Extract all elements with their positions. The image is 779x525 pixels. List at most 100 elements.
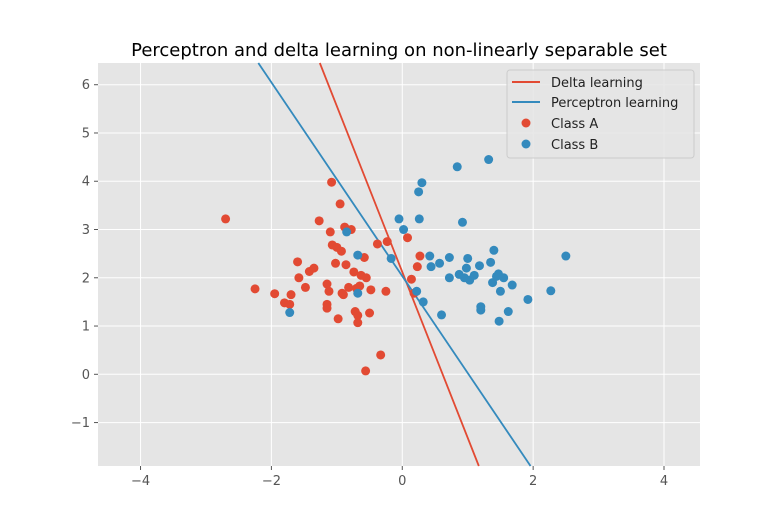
class-b-point bbox=[494, 316, 504, 326]
class-a-point bbox=[406, 274, 416, 284]
class-a-point bbox=[353, 310, 363, 320]
y-tick-label: −1 bbox=[71, 416, 90, 431]
class-b-point bbox=[461, 263, 471, 273]
class-b-point bbox=[425, 251, 435, 261]
legend-marker-class-b bbox=[521, 139, 531, 149]
class-a-point bbox=[285, 299, 295, 309]
chart-title: Perceptron and delta learning on non-lin… bbox=[131, 40, 667, 61]
class-a-point bbox=[361, 366, 371, 376]
class-a-point bbox=[365, 308, 375, 318]
x-tick-label: 0 bbox=[398, 474, 406, 489]
class-b-point bbox=[452, 162, 462, 172]
legend-label-class-a: Class A bbox=[551, 117, 598, 132]
class-b-point bbox=[437, 310, 447, 320]
class-a-point bbox=[355, 281, 365, 291]
class-b-point bbox=[285, 308, 295, 318]
class-b-point bbox=[523, 294, 533, 304]
legend-marker-class-a bbox=[521, 118, 531, 128]
class-b-point bbox=[342, 227, 352, 237]
class-a-point bbox=[336, 246, 346, 256]
y-tick-label: 3 bbox=[82, 223, 90, 238]
legend-label-delta: Delta learning bbox=[551, 76, 643, 91]
class-a-point bbox=[270, 289, 280, 299]
class-a-point bbox=[338, 290, 348, 300]
class-b-point bbox=[414, 187, 424, 197]
grid-lines bbox=[98, 63, 700, 466]
class-b-point bbox=[503, 307, 513, 317]
y-tick-label: 1 bbox=[82, 320, 90, 335]
class-b-point bbox=[399, 225, 409, 235]
class-b-point bbox=[353, 250, 363, 260]
class-b-point bbox=[561, 251, 571, 261]
y-tick-label: 5 bbox=[82, 126, 90, 141]
legend: Delta learning Perceptron learning Class… bbox=[506, 69, 695, 159]
y-tick-label: 4 bbox=[82, 175, 90, 190]
class-a-point bbox=[344, 282, 354, 292]
class-a-point bbox=[381, 286, 391, 296]
legend-label-perceptron: Perceptron learning bbox=[551, 96, 678, 111]
class-a-point bbox=[322, 303, 332, 313]
class-a-point bbox=[221, 214, 231, 224]
class-a-point bbox=[415, 251, 425, 261]
class-a-point bbox=[335, 199, 345, 209]
class-a-point bbox=[341, 260, 351, 270]
class-b-point bbox=[499, 273, 509, 283]
class-b-point bbox=[412, 286, 422, 296]
perceptron-learning-line bbox=[257, 62, 532, 467]
x-axis-ticks: −4 −2 0 2 4 bbox=[131, 466, 668, 489]
class-a-point bbox=[353, 318, 363, 328]
class-b-point bbox=[426, 262, 436, 272]
class-b-point bbox=[484, 155, 494, 165]
class-a-point bbox=[300, 282, 310, 292]
class-a-point bbox=[309, 263, 319, 273]
class-a-point bbox=[361, 273, 371, 283]
class-a-point bbox=[293, 257, 303, 267]
class-b-point bbox=[486, 257, 496, 267]
class-b-point bbox=[386, 253, 396, 263]
y-tick-label: 6 bbox=[82, 78, 90, 93]
class-b-point bbox=[507, 280, 517, 290]
class-b-point bbox=[418, 297, 428, 307]
x-tick-label: 2 bbox=[529, 474, 537, 489]
class-b-point bbox=[469, 270, 479, 280]
class-a-point bbox=[349, 267, 359, 277]
x-tick-label: −2 bbox=[262, 474, 281, 489]
class-b-point bbox=[474, 261, 484, 271]
y-axis-ticks: −1 0 1 2 3 4 5 6 bbox=[71, 78, 98, 431]
class-a-point bbox=[333, 314, 343, 324]
class-a-point bbox=[286, 290, 296, 300]
class-a-point bbox=[325, 227, 335, 237]
class-a-point bbox=[250, 284, 260, 294]
class-a-point bbox=[403, 233, 413, 243]
class-b-point bbox=[414, 214, 424, 224]
class-b-point bbox=[476, 302, 486, 312]
legend-box bbox=[506, 69, 695, 159]
x-tick-label: 4 bbox=[660, 474, 668, 489]
x-tick-label: −4 bbox=[131, 474, 150, 489]
y-tick-label: 2 bbox=[82, 271, 90, 286]
class-a-point bbox=[372, 239, 382, 249]
class-b-point bbox=[353, 288, 363, 298]
class-b-point bbox=[444, 253, 454, 263]
class-a-point bbox=[294, 273, 304, 283]
class-b-point bbox=[457, 217, 467, 227]
class-a-point bbox=[331, 258, 341, 268]
class-a-point bbox=[366, 285, 376, 295]
class-a-point bbox=[324, 286, 334, 296]
class-b-point bbox=[463, 253, 473, 263]
class-a-point bbox=[322, 279, 332, 289]
class-a-point bbox=[412, 262, 422, 272]
delta-learning-line bbox=[318, 62, 480, 467]
class-b-point bbox=[394, 214, 404, 224]
class-a-point bbox=[376, 350, 386, 360]
class-b-point bbox=[495, 286, 505, 296]
y-tick-label: 0 bbox=[82, 368, 90, 383]
class-a-point bbox=[382, 237, 392, 247]
data-points bbox=[221, 155, 571, 376]
class-a-point bbox=[327, 177, 337, 187]
legend-label-class-b: Class B bbox=[551, 138, 598, 153]
class-b-point bbox=[546, 286, 556, 296]
class-b-point bbox=[417, 178, 427, 188]
class-b-point bbox=[444, 273, 454, 283]
